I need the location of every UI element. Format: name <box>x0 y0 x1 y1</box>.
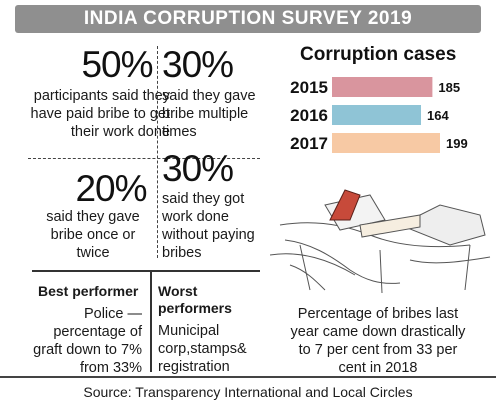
stat-30b-value: 30% <box>162 148 234 189</box>
stat-50-value: 50% <box>81 44 153 85</box>
bar-value-label: 199 <box>446 136 468 151</box>
worst-performers-text: Municipal corp,stamps& registration <box>158 323 247 375</box>
bar-category-label: 2017 <box>290 134 328 153</box>
stat-30b-text: said they got work done without paying b… <box>162 191 255 261</box>
best-performer-text: Police — percentage of graft down to 7% … <box>33 306 142 376</box>
stat-divider-horizontal <box>28 158 260 159</box>
stat-20-text: said they gave bribe once or twice <box>46 209 140 261</box>
bar-2017 <box>332 133 440 153</box>
source-line: Source: Transparency International and L… <box>83 384 413 400</box>
bar-category-label: 2015 <box>290 78 328 97</box>
bar-2016 <box>332 105 422 125</box>
stat-divider-vertical <box>157 46 158 258</box>
stat-20-value: 20% <box>75 168 147 209</box>
worst-performers-heading: Worst performers <box>158 283 232 316</box>
bar-value-label: 185 <box>438 80 460 95</box>
chart-title: Corruption cases <box>300 44 457 65</box>
corruption-cases-chart: 2015 185 2016 164 2017 199 <box>290 77 468 153</box>
desk-illustration <box>270 189 491 294</box>
stat-30a-text: said they gave bribe multiple times <box>162 88 256 140</box>
stat-50-text: participants said they have paid bribe t… <box>30 88 170 140</box>
performer-divider-top <box>32 270 260 272</box>
infographic-title: INDIA CORRUPTION SURVEY 2019 <box>15 5 481 33</box>
performer-divider-vertical <box>150 272 152 372</box>
percentage-note: Percentage of bribes last year came down… <box>290 306 466 376</box>
bar-value-label: 164 <box>427 108 449 123</box>
bar-2015 <box>332 77 433 97</box>
best-performer-heading: Best performer <box>38 283 139 299</box>
footer-divider <box>0 376 496 378</box>
stat-30a-value: 30% <box>162 44 234 85</box>
bar-category-label: 2016 <box>290 106 328 125</box>
